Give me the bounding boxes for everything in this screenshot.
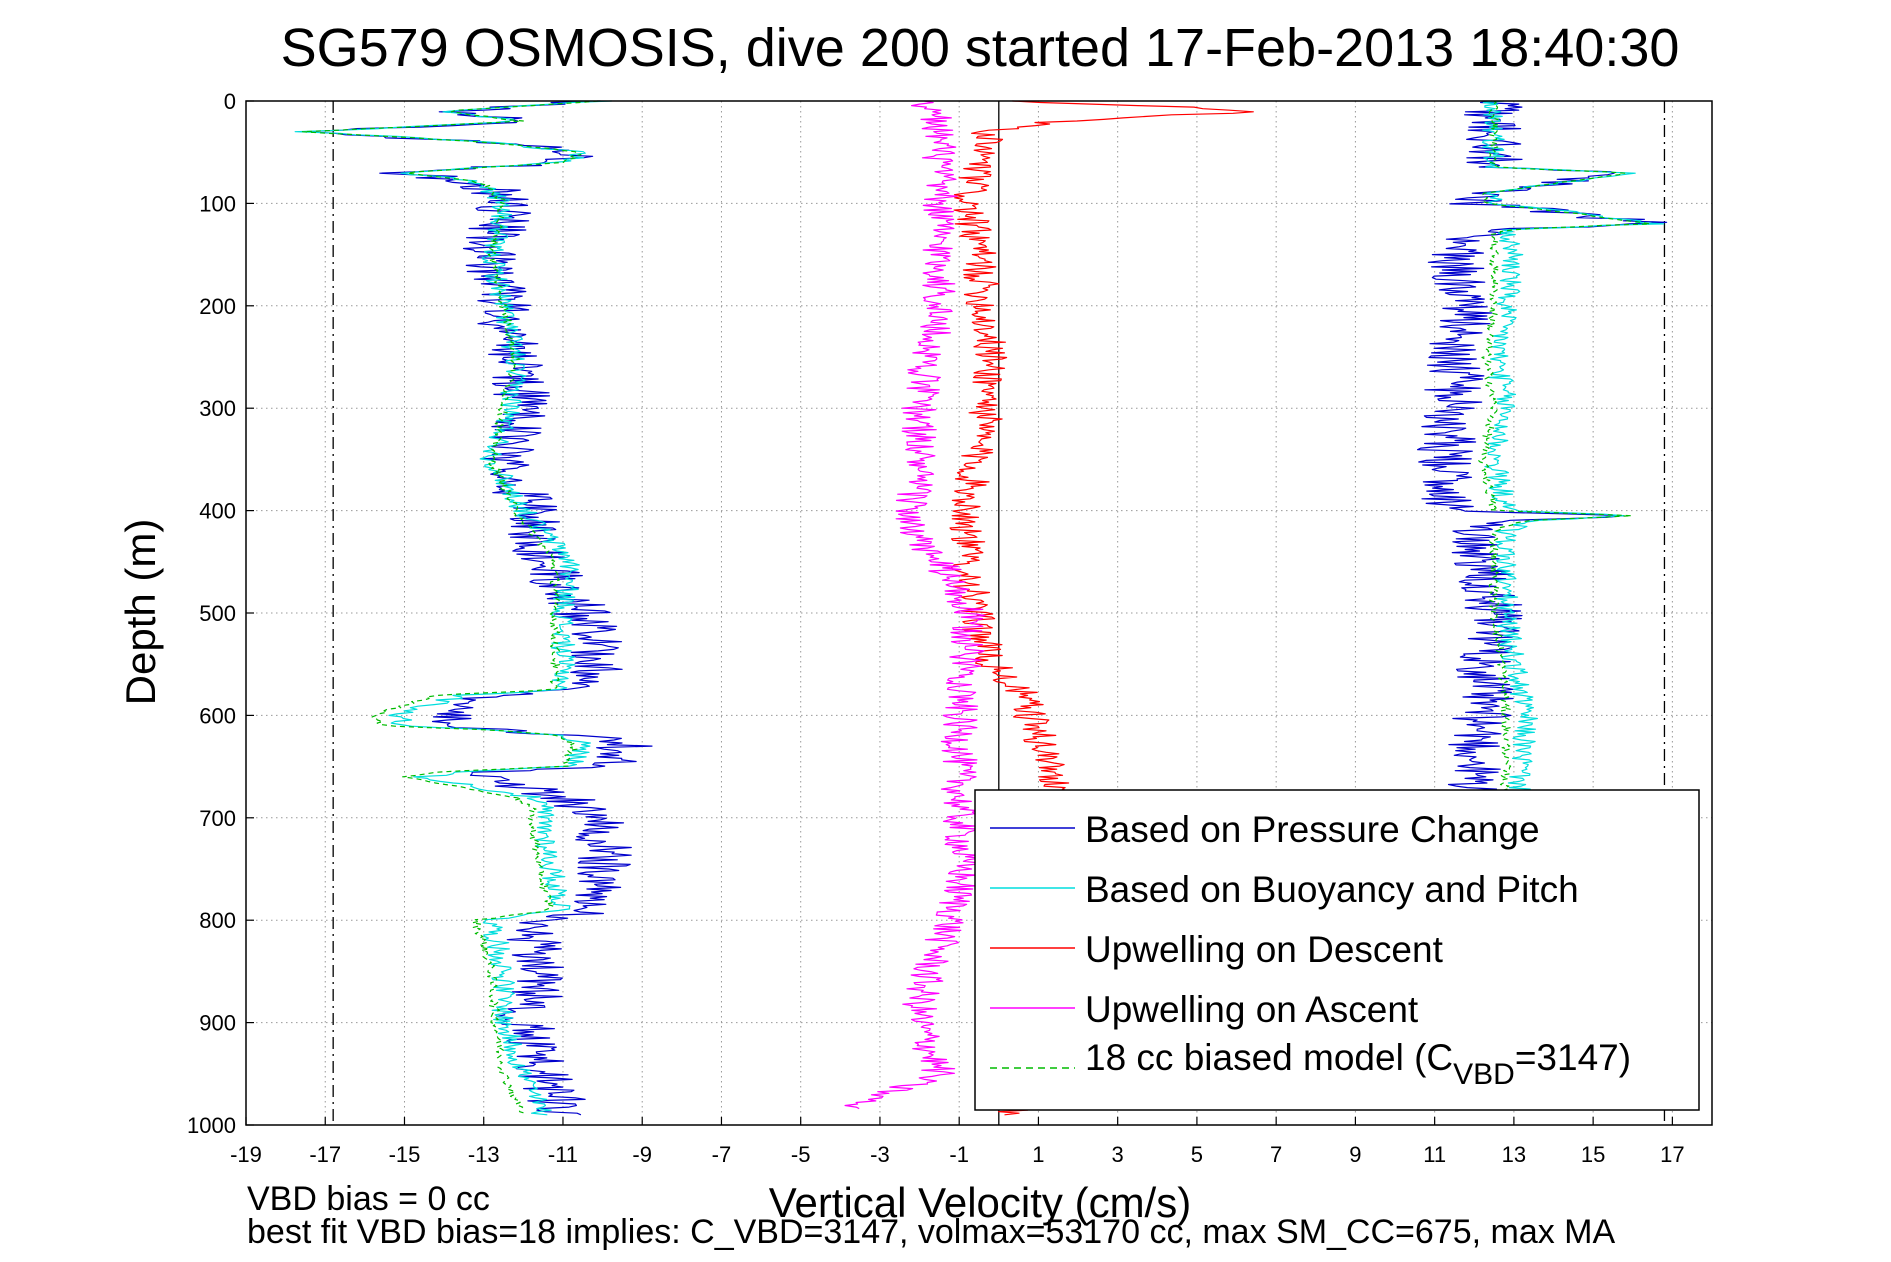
x-tick-label: 7 bbox=[1270, 1142, 1282, 1167]
legend-label-descent: Upwelling on Descent bbox=[1085, 929, 1444, 970]
y-tick-label: 400 bbox=[199, 499, 236, 524]
y-axis-label: Depth (m) bbox=[117, 519, 164, 706]
y-tick-label: 200 bbox=[199, 294, 236, 319]
series-line bbox=[1481, 100, 1665, 818]
x-tick-label: 13 bbox=[1502, 1142, 1526, 1167]
y-tick-label: 700 bbox=[199, 806, 236, 831]
series-line bbox=[844, 100, 986, 1110]
footer-line-1: VBD bias = 0 cc bbox=[247, 1180, 490, 1218]
y-tick-label: 900 bbox=[199, 1011, 236, 1036]
x-tick-label: -17 bbox=[309, 1142, 341, 1167]
legend-label-buoyancy: Based on Buoyancy and Pitch bbox=[1085, 869, 1579, 910]
x-tick-label: -11 bbox=[548, 1142, 578, 1167]
x-tick-label: -15 bbox=[389, 1142, 421, 1167]
x-tick-label: -9 bbox=[632, 1142, 652, 1167]
x-tick-label: 1 bbox=[1032, 1142, 1044, 1167]
series-line bbox=[1477, 100, 1651, 818]
legend-box bbox=[974, 789, 1700, 1111]
x-tick-label: 9 bbox=[1349, 1142, 1361, 1167]
x-tick-label: -13 bbox=[468, 1142, 500, 1167]
x-tick-label: -5 bbox=[791, 1142, 811, 1167]
x-axis-label: Vertical Velocity (cm/s) bbox=[769, 1179, 1191, 1226]
axis-ticks: -19 -17 -15 -13 -11 -9 -7 -5 -3 -1 1 3 5 7 9 11 13 15 1701… bbox=[187, 89, 1685, 1167]
legend-label-ascent: Upwelling on Ascent bbox=[1085, 989, 1419, 1030]
y-tick-label: 0 bbox=[224, 89, 236, 114]
x-tick-label: -1 bbox=[949, 1142, 969, 1167]
x-tick-label: 5 bbox=[1191, 1142, 1203, 1167]
footer-line-2: best fit VBD bias=18 implies: C_VBD=3147… bbox=[247, 1213, 1616, 1251]
y-tick-label: 500 bbox=[199, 601, 236, 626]
legend-model-suffix: =3147) bbox=[1515, 1037, 1631, 1078]
series-line bbox=[301, 100, 599, 1116]
y-tick-label: 100 bbox=[199, 191, 236, 216]
legend-model-prefix: 18 cc biased model (C bbox=[1085, 1037, 1453, 1078]
x-tick-label: 3 bbox=[1112, 1142, 1124, 1167]
series-line bbox=[304, 100, 653, 1116]
legend-model-subscript: VBD bbox=[1453, 1058, 1515, 1091]
x-tick-label: 15 bbox=[1581, 1142, 1605, 1167]
legend: Based on Pressure Change Based on Buoyan… bbox=[974, 789, 1700, 1111]
chart-title: SG579 OSMOSIS, dive 200 started 17-Feb-2… bbox=[281, 18, 1680, 78]
x-tick-label: 11 bbox=[1423, 1142, 1446, 1167]
series-line bbox=[294, 100, 612, 1116]
x-tick-label: 17 bbox=[1660, 1142, 1684, 1167]
y-tick-label: 800 bbox=[199, 908, 236, 933]
x-tick-label: -7 bbox=[712, 1142, 732, 1167]
legend-label-pressure: Based on Pressure Change bbox=[1085, 809, 1540, 850]
legend-label-model: 18 cc biased model (CVBD=3147) bbox=[1085, 1037, 1631, 1091]
x-tick-label: -3 bbox=[870, 1142, 890, 1167]
y-tick-label: 600 bbox=[199, 703, 236, 728]
x-tick-label: -19 bbox=[230, 1142, 262, 1167]
y-tick-label: 1000 bbox=[187, 1113, 236, 1138]
y-tick-label: 300 bbox=[199, 396, 236, 421]
